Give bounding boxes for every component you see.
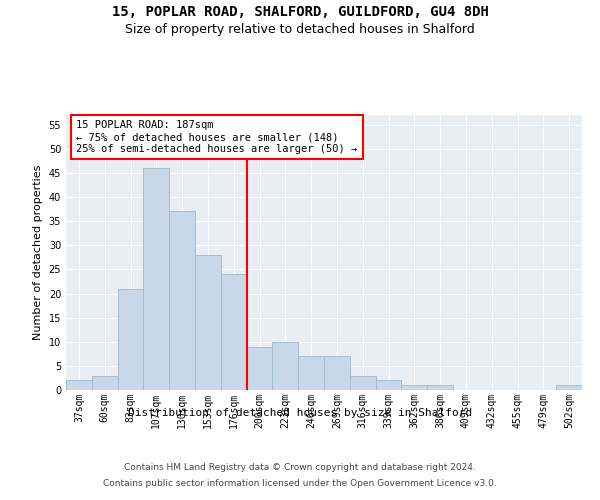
Bar [247,346,272,390]
Text: Contains public sector information licensed under the Open Government Licence v3: Contains public sector information licen… [103,479,497,488]
Bar [272,342,298,390]
Bar [221,274,247,390]
Bar [350,376,376,390]
Text: 15, POPLAR ROAD, SHALFORD, GUILDFORD, GU4 8DH: 15, POPLAR ROAD, SHALFORD, GUILDFORD, GU… [112,5,488,19]
Text: Contains HM Land Registry data © Crown copyright and database right 2024.: Contains HM Land Registry data © Crown c… [124,462,476,471]
Text: Distribution of detached houses by size in Shalford: Distribution of detached houses by size … [128,408,472,418]
Bar [143,168,169,390]
Text: 15 POPLAR ROAD: 187sqm
← 75% of detached houses are smaller (148)
25% of semi-de: 15 POPLAR ROAD: 187sqm ← 75% of detached… [76,120,358,154]
Text: Size of property relative to detached houses in Shalford: Size of property relative to detached ho… [125,22,475,36]
Bar [401,385,427,390]
Bar [92,376,118,390]
Bar [556,385,582,390]
Bar [195,255,221,390]
Bar [298,356,324,390]
Y-axis label: Number of detached properties: Number of detached properties [33,165,43,340]
Bar [324,356,350,390]
Bar [118,288,143,390]
Bar [427,385,453,390]
Bar [169,212,195,390]
Bar [66,380,92,390]
Bar [376,380,401,390]
